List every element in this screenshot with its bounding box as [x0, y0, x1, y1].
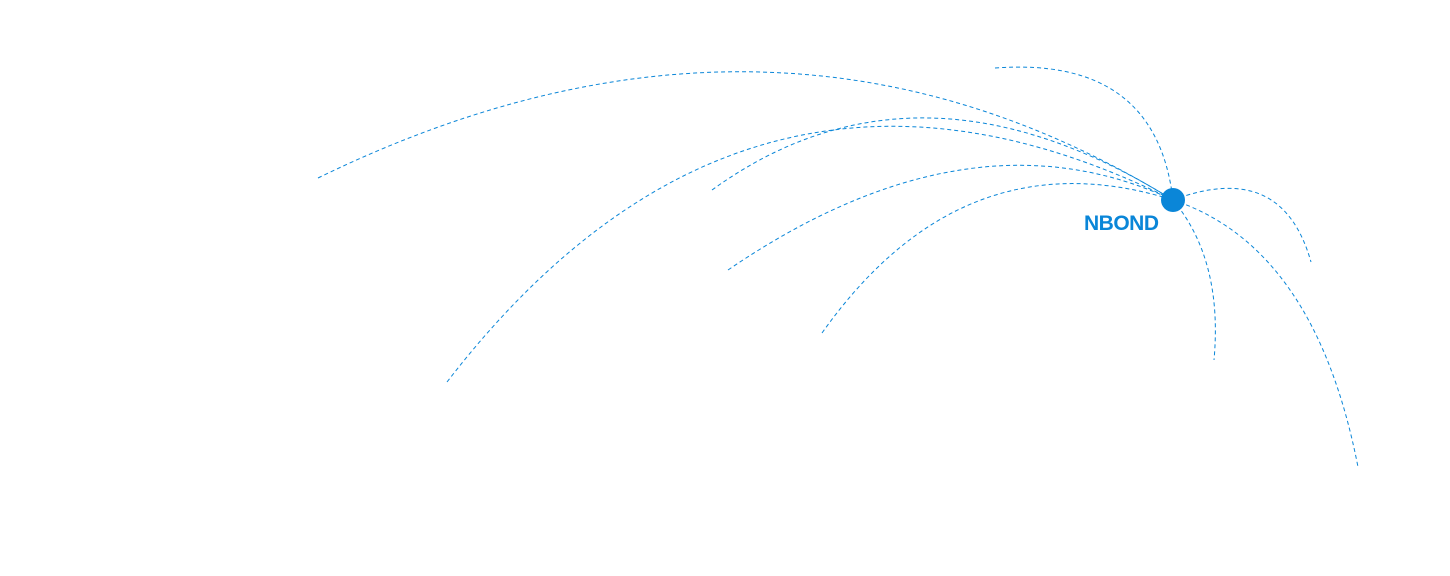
- connection-arc: [727, 164, 1174, 271]
- hub-label: NBOND: [1084, 212, 1159, 235]
- hub-node: [1161, 188, 1185, 212]
- connection-arc: [994, 66, 1174, 201]
- connection-arc: [446, 125, 1174, 383]
- connection-arc: [1172, 187, 1312, 263]
- connection-arc: [711, 117, 1174, 201]
- connection-arc: [1172, 199, 1359, 468]
- connection-arc: [317, 71, 1174, 201]
- connection-arc: [1172, 199, 1216, 361]
- connection-arc: [821, 183, 1174, 334]
- connection-arcs: [317, 66, 1359, 468]
